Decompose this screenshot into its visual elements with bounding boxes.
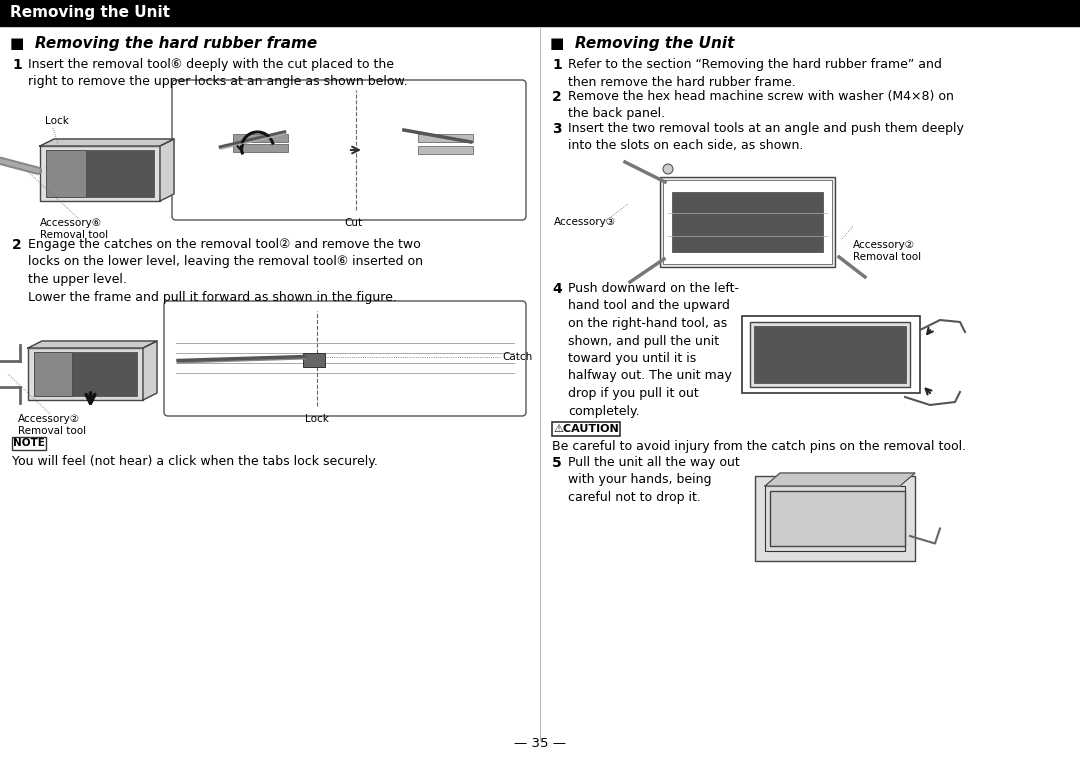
Bar (770, 491, 905, 546)
Polygon shape (28, 341, 157, 348)
Text: ■  Removing the hard rubber frame: ■ Removing the hard rubber frame (10, 36, 318, 51)
Text: Accessory③: Accessory③ (554, 217, 616, 227)
Polygon shape (765, 473, 915, 486)
Bar (418, 134, 473, 142)
Text: Cut: Cut (343, 218, 362, 228)
Text: 2: 2 (12, 238, 22, 252)
Bar (742, 316, 920, 393)
Bar (302, 353, 325, 366)
Text: Lock: Lock (45, 116, 69, 126)
Text: 1: 1 (552, 58, 562, 72)
Text: ■  Removing the Unit: ■ Removing the Unit (550, 36, 734, 51)
Text: You will feel (not hear) a click when the tabs lock securely.: You will feel (not hear) a click when th… (12, 455, 378, 468)
Text: Accessory②
Removal tool: Accessory② Removal tool (853, 240, 921, 262)
Text: Engage the catches on the removal tool② and remove the two
locks on the lower le: Engage the catches on the removal tool② … (28, 238, 423, 303)
Text: Accessory②
Removal tool: Accessory② Removal tool (18, 414, 86, 436)
Text: NOTE: NOTE (13, 438, 45, 448)
Polygon shape (143, 341, 157, 400)
Text: ⚠CAUTION: ⚠CAUTION (553, 424, 619, 434)
Text: — 35 —: — 35 — (514, 737, 566, 750)
FancyBboxPatch shape (172, 80, 526, 220)
Text: Push downward on the left-
hand tool and the upward
on the right-hand tool, as
s: Push downward on the left- hand tool and… (568, 282, 739, 417)
Text: 5: 5 (552, 456, 562, 470)
Text: Insert the two removal tools at an angle and push them deeply
into the slots on : Insert the two removal tools at an angle… (568, 122, 963, 153)
Polygon shape (160, 139, 174, 201)
Bar (750, 322, 910, 387)
FancyBboxPatch shape (164, 301, 526, 416)
Circle shape (663, 164, 673, 174)
Bar (765, 486, 905, 551)
Text: 4: 4 (552, 282, 562, 296)
Bar (0, 0, 1080, 26)
Bar (672, 192, 823, 252)
Bar (40, 146, 160, 201)
Bar (754, 326, 906, 383)
Bar (232, 144, 287, 152)
Text: Lock: Lock (305, 414, 328, 424)
Text: Insert the removal tool⑥ deeply with the cut placed to the
right to remove the u: Insert the removal tool⑥ deeply with the… (28, 58, 407, 88)
Bar (755, 476, 915, 561)
Bar (33, 352, 137, 396)
Bar (46, 150, 86, 197)
Bar (552, 422, 620, 436)
Text: 2: 2 (552, 90, 562, 104)
Text: Remove the hex head machine screw with washer (M4×8) on
the back panel.: Remove the hex head machine screw with w… (568, 90, 954, 121)
Bar (418, 146, 473, 154)
Bar (660, 177, 835, 267)
Text: Removing the Unit: Removing the Unit (10, 5, 170, 21)
Bar (12, 437, 46, 450)
Bar (46, 150, 154, 197)
Text: 1: 1 (12, 58, 22, 72)
Bar (232, 134, 287, 142)
Text: 3: 3 (552, 122, 562, 136)
Text: Accessory⑥
Removal tool: Accessory⑥ Removal tool (40, 218, 108, 240)
Text: Refer to the section “Removing the hard rubber frame” and
then remove the hard r: Refer to the section “Removing the hard … (568, 58, 942, 88)
Bar (33, 352, 72, 396)
Polygon shape (40, 139, 174, 146)
Text: Catch: Catch (502, 351, 532, 362)
Text: Be careful to avoid injury from the catch pins on the removal tool.: Be careful to avoid injury from the catc… (552, 440, 967, 453)
Bar (28, 348, 143, 400)
Text: Pull the unit all the way out
with your hands, being
careful not to drop it.: Pull the unit all the way out with your … (568, 456, 740, 504)
Bar (663, 180, 832, 264)
